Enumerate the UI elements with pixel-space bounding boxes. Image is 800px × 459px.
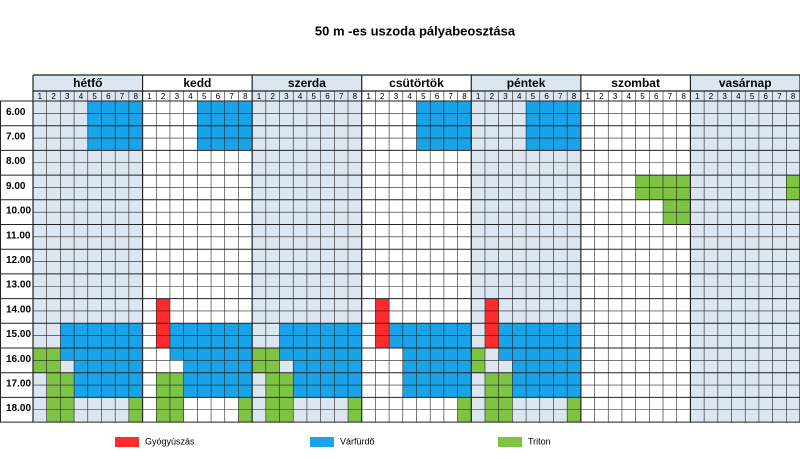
lane-label: 5 xyxy=(750,92,755,101)
lane-label: 1 xyxy=(476,92,481,101)
lane-label: 1 xyxy=(38,92,43,101)
lane-label: 4 xyxy=(298,92,303,101)
time-label: 16.00 xyxy=(6,354,31,365)
lane-label: 3 xyxy=(613,92,618,101)
lane-label: 1 xyxy=(695,92,700,101)
lane-label: 1 xyxy=(585,92,590,101)
legend-label: Várfürdő xyxy=(340,436,375,446)
lane-label: 8 xyxy=(353,92,358,101)
time-label: 11.00 xyxy=(6,230,31,241)
booking xyxy=(183,360,253,398)
lane-label: 7 xyxy=(120,92,125,101)
legend-swatch xyxy=(498,437,522,447)
time-label: 12.00 xyxy=(6,255,31,266)
lane-label: 8 xyxy=(791,92,796,101)
lane-label: 4 xyxy=(627,92,632,101)
time-label: 10.00 xyxy=(6,206,31,217)
lane-label: 4 xyxy=(517,92,522,101)
booking xyxy=(74,360,143,398)
lane-label: 3 xyxy=(722,92,727,101)
lane-label: 6 xyxy=(544,92,549,101)
day-header: kedd xyxy=(183,76,211,90)
lane-label: 6 xyxy=(325,92,330,101)
lane-label: 8 xyxy=(572,92,577,101)
lane-label: 4 xyxy=(79,92,84,101)
lane-label: 4 xyxy=(407,92,412,101)
lane-label: 5 xyxy=(92,92,97,101)
lane-label: 8 xyxy=(243,92,248,101)
time-label: 13.00 xyxy=(6,280,31,291)
lane-label: 6 xyxy=(106,92,111,101)
time-label: 9.00 xyxy=(6,181,26,192)
legend-swatch xyxy=(310,437,334,447)
day-header: vasárnap xyxy=(719,76,772,90)
lane-label: 7 xyxy=(229,92,234,101)
legend-label: Gyógyúszás xyxy=(145,436,195,446)
lane-label: 3 xyxy=(394,92,399,101)
lane-label: 2 xyxy=(599,92,604,101)
legend-label: Triton xyxy=(528,436,551,446)
lane-label: 2 xyxy=(270,92,275,101)
lane-label: 7 xyxy=(668,92,673,101)
lane-label: 5 xyxy=(202,92,207,101)
legend-swatch xyxy=(115,437,139,447)
lane-label: 1 xyxy=(257,92,262,101)
title: 50 m -es uszoda pályabeosztása xyxy=(315,23,516,38)
day-header: péntek xyxy=(507,76,546,90)
lane-label: 3 xyxy=(65,92,70,101)
lane-label: 7 xyxy=(558,92,563,101)
lane-label: 2 xyxy=(51,92,56,101)
lane-label: 5 xyxy=(312,92,317,101)
lane-label: 2 xyxy=(161,92,166,101)
time-label: 14.00 xyxy=(6,304,31,315)
lane-label: 3 xyxy=(175,92,180,101)
lane-label: 5 xyxy=(531,92,536,101)
lane-label: 5 xyxy=(640,92,645,101)
lane-label: 4 xyxy=(188,92,193,101)
lane-label: 5 xyxy=(421,92,426,101)
lane-label: 2 xyxy=(709,92,714,101)
lane-label: 4 xyxy=(736,92,741,101)
day-header: csütörtök xyxy=(389,76,444,90)
time-label: 17.00 xyxy=(6,378,31,389)
time-label: 7.00 xyxy=(6,131,26,142)
lane-label: 8 xyxy=(681,92,686,101)
lane-label: 3 xyxy=(284,92,289,101)
booking xyxy=(293,360,362,398)
lane-label: 2 xyxy=(490,92,495,101)
time-label: 8.00 xyxy=(6,156,26,167)
lane-label: 7 xyxy=(339,92,344,101)
day-header: szombat xyxy=(611,76,660,90)
time-label: 18.00 xyxy=(6,403,31,414)
lane-label: 6 xyxy=(435,92,440,101)
day-header: szerda xyxy=(288,76,326,90)
lane-label: 3 xyxy=(503,92,508,101)
day-header: hétfő xyxy=(73,76,102,90)
lane-label: 6 xyxy=(216,92,221,101)
lane-label: 6 xyxy=(654,92,659,101)
lane-label: 7 xyxy=(449,92,454,101)
lane-label: 7 xyxy=(777,92,782,101)
time-label: 15.00 xyxy=(6,329,31,340)
lane-label: 8 xyxy=(133,92,138,101)
lane-label: 2 xyxy=(380,92,385,101)
lane-label: 8 xyxy=(462,92,467,101)
lane-label: 6 xyxy=(764,92,769,101)
booking xyxy=(512,360,581,398)
lane-label: 1 xyxy=(366,92,371,101)
time-label: 6.00 xyxy=(6,107,26,118)
lane-label: 1 xyxy=(147,92,152,101)
